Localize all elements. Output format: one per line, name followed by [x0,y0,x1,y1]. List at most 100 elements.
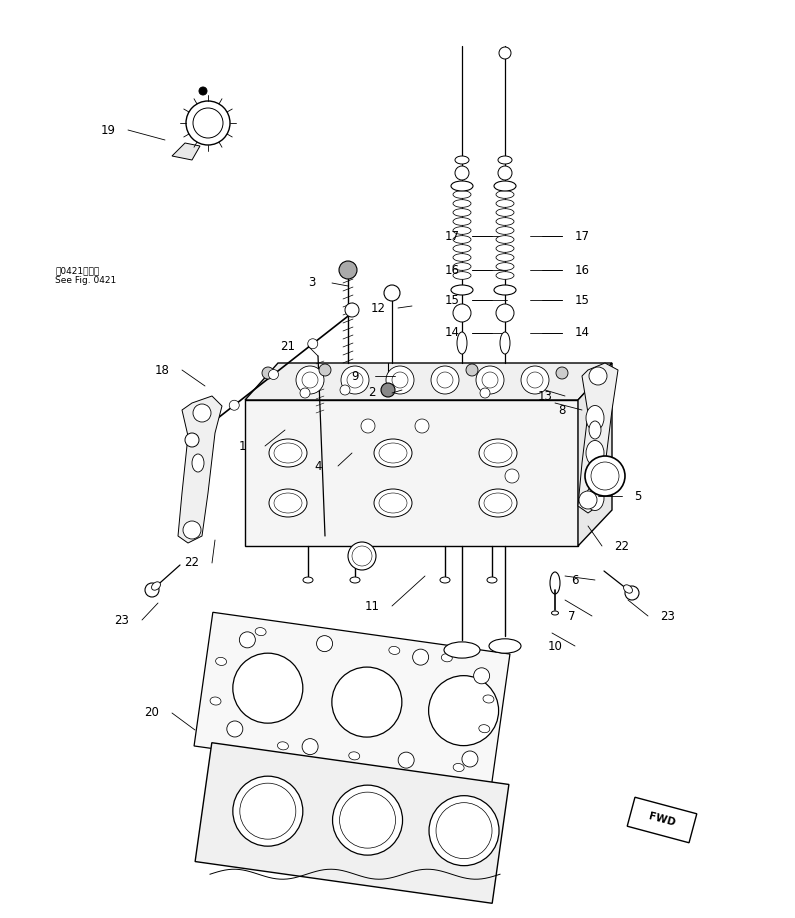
Circle shape [227,721,242,737]
Circle shape [300,388,310,398]
Ellipse shape [457,332,467,354]
Ellipse shape [215,657,227,666]
Ellipse shape [192,454,204,472]
Text: 18: 18 [154,364,169,376]
Circle shape [453,304,471,322]
Ellipse shape [586,486,604,510]
Circle shape [436,802,492,858]
Circle shape [474,667,490,684]
Polygon shape [245,400,578,546]
Text: 14: 14 [444,327,460,340]
Circle shape [498,166,512,180]
Circle shape [361,419,375,433]
Circle shape [145,583,159,597]
Ellipse shape [487,577,497,583]
Ellipse shape [451,181,473,191]
Circle shape [384,285,400,301]
Ellipse shape [496,218,514,225]
Text: 15: 15 [575,294,589,307]
Ellipse shape [496,253,514,262]
Circle shape [347,372,363,388]
Circle shape [339,261,357,279]
Ellipse shape [623,585,633,593]
Text: 16: 16 [444,263,460,276]
Ellipse shape [589,421,601,439]
Circle shape [332,667,401,737]
Text: 6: 6 [572,574,579,587]
Ellipse shape [269,489,307,517]
Polygon shape [195,743,509,903]
Ellipse shape [479,489,517,517]
Circle shape [505,469,519,483]
Circle shape [591,462,619,490]
Ellipse shape [451,285,473,295]
Ellipse shape [489,639,521,654]
Ellipse shape [453,191,471,198]
Polygon shape [172,143,200,160]
Text: 9: 9 [351,370,359,383]
Circle shape [269,370,278,379]
Circle shape [521,366,549,394]
Text: 5: 5 [634,489,642,502]
Text: 23: 23 [114,613,130,626]
Text: 22: 22 [615,540,630,553]
Circle shape [319,364,331,376]
Circle shape [499,47,511,59]
Ellipse shape [496,272,514,279]
Ellipse shape [152,582,161,590]
Ellipse shape [453,253,471,262]
Ellipse shape [496,208,514,217]
Text: 23: 23 [661,610,676,622]
Circle shape [625,586,639,600]
Circle shape [186,101,230,145]
Circle shape [348,542,376,570]
Circle shape [341,366,369,394]
Circle shape [589,367,607,385]
Circle shape [193,108,223,138]
Ellipse shape [550,572,560,594]
Circle shape [579,491,597,509]
Text: FWD: FWD [648,812,677,828]
Polygon shape [578,363,612,546]
Circle shape [229,400,239,410]
Ellipse shape [496,191,514,198]
Circle shape [466,364,478,376]
Ellipse shape [498,156,512,164]
Ellipse shape [453,245,471,252]
Ellipse shape [494,285,516,295]
Circle shape [585,456,625,496]
Ellipse shape [350,577,360,583]
Ellipse shape [484,493,512,513]
Circle shape [316,635,332,652]
Circle shape [296,366,324,394]
Ellipse shape [483,695,494,703]
Circle shape [381,383,395,397]
Ellipse shape [484,443,512,463]
Ellipse shape [453,272,471,279]
Ellipse shape [586,441,604,465]
Polygon shape [245,363,612,400]
Text: 8: 8 [558,404,566,417]
Circle shape [413,649,429,666]
Ellipse shape [349,752,359,760]
Circle shape [392,372,408,388]
Circle shape [332,785,402,856]
Circle shape [429,796,499,866]
Circle shape [302,739,318,755]
Circle shape [185,433,199,447]
Text: 12: 12 [370,301,386,315]
Ellipse shape [379,493,407,513]
Circle shape [239,632,255,648]
Text: 3: 3 [308,276,316,289]
Circle shape [193,404,211,422]
Ellipse shape [255,628,266,635]
Text: 19: 19 [100,124,115,137]
Ellipse shape [496,227,514,234]
Circle shape [431,366,459,394]
Circle shape [429,676,498,745]
Ellipse shape [453,208,471,217]
Circle shape [262,367,274,379]
Ellipse shape [496,263,514,270]
Text: 10: 10 [548,640,562,653]
Text: 15: 15 [444,294,460,307]
